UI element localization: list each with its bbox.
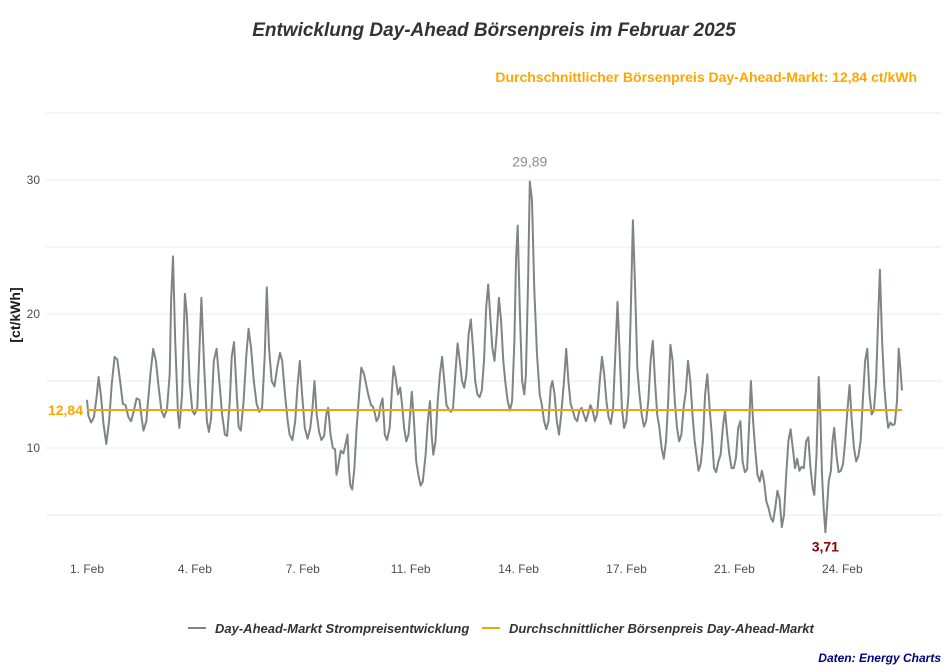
x-tick-label: 24. Feb <box>822 562 863 576</box>
x-axis-ticks: 1. Feb 4. Feb 7. Feb 11. Feb 14. Feb 17. Feb 2… <box>70 562 863 576</box>
x-tick-label: 14. Feb <box>498 562 539 576</box>
y-axis-ticks: 10 20 30 <box>27 173 41 455</box>
x-tick-label: 21. Feb <box>714 562 755 576</box>
data-source: Daten: Energy Charts <box>818 651 941 665</box>
y-tick-label: 30 <box>27 173 41 187</box>
max-value-label: 29,89 <box>512 153 547 169</box>
chart-title: Entwicklung Day-Ahead Börsenpreis im Feb… <box>252 20 736 41</box>
x-tick-label: 4. Feb <box>178 562 212 576</box>
x-tick-label: 11. Feb <box>391 562 431 576</box>
min-value-label: 3,71 <box>812 538 839 554</box>
average-value-label: 12,84 <box>48 402 83 418</box>
price-series-line <box>86 180 903 534</box>
y-tick-label: 20 <box>27 307 41 321</box>
x-tick-label: 7. Feb <box>286 562 320 576</box>
y-axis-label: [ct/kWh] <box>7 287 23 342</box>
x-tick-label: 1. Feb <box>70 562 104 576</box>
y-tick-label: 10 <box>27 441 41 455</box>
legend-label-price: Day-Ahead-Markt Strompreisentwicklung <box>215 621 469 636</box>
chart-subtitle: Durchschnittlicher Börsenpreis Day-Ahead… <box>495 69 917 85</box>
legend: Day-Ahead-Markt Strompreisentwicklung Du… <box>188 621 815 636</box>
legend-label-average: Durchschnittlicher Börsenpreis Day-Ahead… <box>509 621 815 636</box>
x-tick-label: 17. Feb <box>606 562 647 576</box>
gridlines <box>46 112 942 516</box>
